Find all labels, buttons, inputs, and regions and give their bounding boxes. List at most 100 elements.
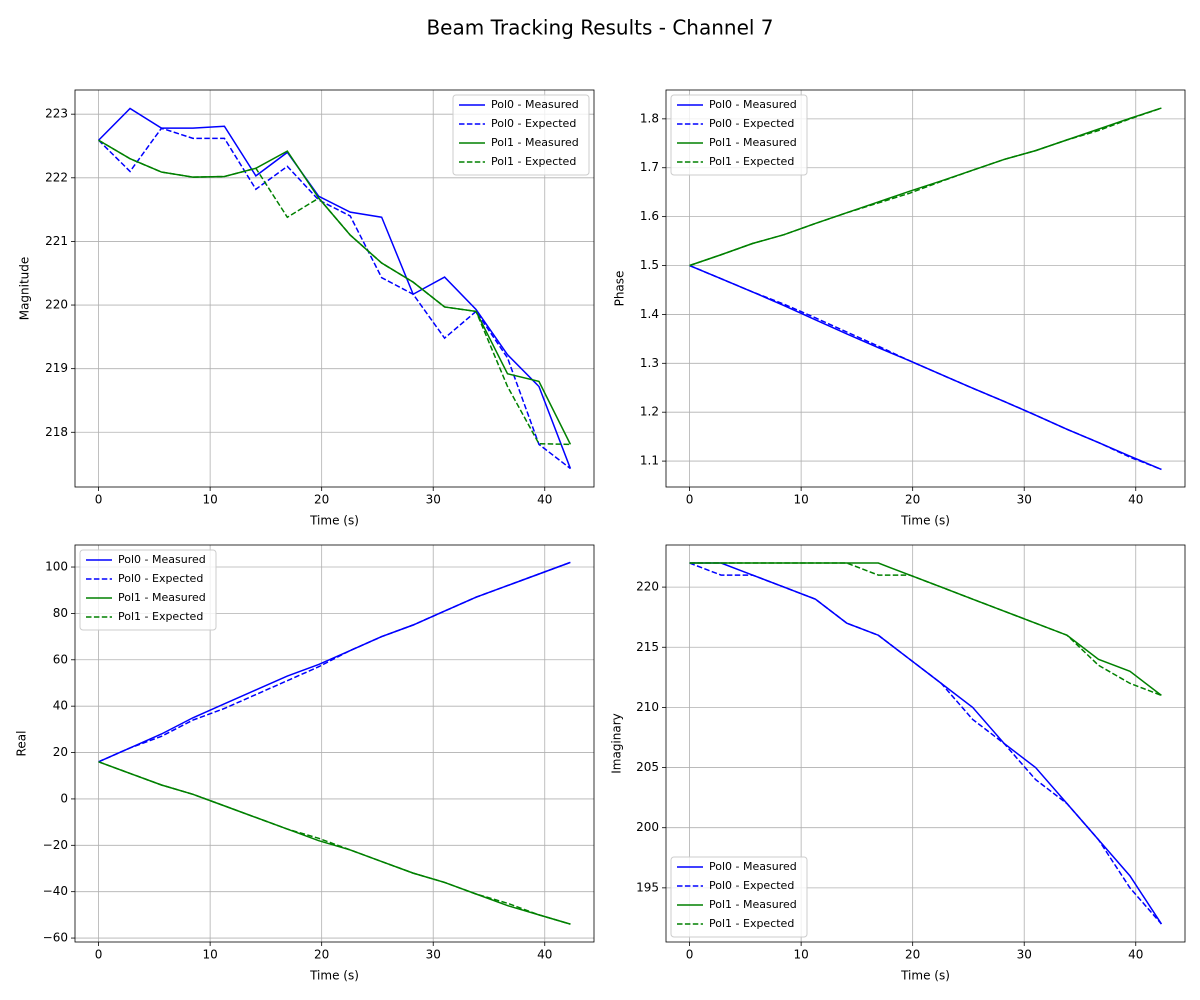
y-tick-label: 0 [60, 791, 68, 805]
x-tick-label: 10 [202, 493, 217, 507]
y-tick-label: 218 [45, 425, 68, 439]
figure-title: Beam Tracking Results - Channel 7 [426, 16, 773, 40]
subplot: 0 10 20 30 40 1.1 1.2 1.3 1.4 1.5 1.6 1.7 1.8 Time (s… [613, 89, 1186, 528]
x-tick-label: 40 [1128, 493, 1143, 507]
legend-label: Pol1 - Expected [709, 155, 794, 168]
legend-label: Pol1 - Measured [491, 136, 579, 149]
x-axis-label: Time (s) [309, 514, 359, 528]
series-line [689, 264, 1162, 471]
y-tick-label: −60 [43, 931, 68, 945]
series-line [689, 562, 1162, 925]
y-tick-label: 1.6 [640, 209, 659, 223]
y-tick-label: 1.2 [640, 405, 659, 419]
legend: Pol0 - Measured Pol0 - Expected Pol1 - Mea… [670, 856, 808, 938]
x-tick-label: 10 [793, 493, 808, 507]
legend-label: Pol1 - Expected [491, 155, 576, 168]
subplot: 0 10 20 30 40 −60 −40 −20 0 20 40 60 80 100 Time (s) Re… [15, 544, 595, 983]
x-tick-label: 0 [686, 493, 694, 507]
axes-frame [665, 89, 1186, 488]
y-tick-label: 1.7 [640, 160, 659, 174]
x-tick-label: 0 [95, 493, 103, 507]
axes-frame [665, 544, 1186, 943]
y-tick-label: 195 [636, 880, 659, 894]
x-tick-label: 10 [793, 948, 808, 962]
y-tick-label: 221 [45, 234, 68, 248]
y-tick-label: 1.4 [640, 307, 659, 321]
y-tick-label: 1.1 [640, 454, 659, 468]
legend-label: Pol0 - Expected [491, 117, 576, 130]
y-axis-label: Phase [613, 271, 627, 307]
x-tick-label: 30 [426, 948, 441, 962]
series-line [98, 139, 571, 446]
y-tick-label: 210 [636, 700, 659, 714]
series-line [98, 107, 572, 469]
y-tick-label: 80 [53, 606, 68, 620]
x-tick-label: 20 [314, 948, 329, 962]
legend-label: Pol0 - Expected [118, 572, 203, 585]
legend-label: Pol0 - Measured [709, 860, 797, 873]
y-tick-label: −20 [43, 838, 68, 852]
x-tick-label: 30 [1017, 493, 1032, 507]
legend-box [79, 549, 217, 631]
x-tick-label: 30 [426, 493, 441, 507]
legend-label: Pol1 - Measured [709, 898, 797, 911]
y-tick-label: 215 [636, 640, 659, 654]
y-tick-label: 1.8 [640, 111, 659, 125]
legend-label: Pol0 - Expected [709, 879, 794, 892]
x-tick-label: 20 [905, 948, 920, 962]
legend: Pol0 - Measured Pol0 - Expected Pol1 - Mea… [670, 94, 808, 176]
y-tick-label: 220 [636, 580, 659, 594]
x-tick-label: 10 [202, 948, 217, 962]
y-axis-label: Magnitude [18, 257, 32, 321]
legend: Pol0 - Measured Pol0 - Expected Pol1 - Mea… [452, 94, 590, 176]
legend-label: Pol1 - Expected [118, 610, 203, 623]
subplot: 0 10 20 30 40 195 200 205 210 215 220 Time (s) Imagi… [610, 544, 1186, 983]
y-tick-label: 220 [45, 298, 68, 312]
x-axis-label: Time (s) [900, 514, 950, 528]
legend-box [670, 94, 808, 176]
y-axis-label: Real [15, 731, 29, 757]
y-tick-label: 100 [45, 560, 68, 574]
y-tick-label: 60 [53, 652, 68, 666]
series-line [98, 127, 571, 470]
x-tick-label: 0 [686, 948, 694, 962]
x-tick-label: 40 [537, 948, 552, 962]
series-line [689, 107, 1162, 267]
axes-frame [74, 89, 595, 488]
series-line [98, 761, 571, 925]
legend-label: Pol1 - Measured [709, 136, 797, 149]
y-tick-label: 1.5 [640, 258, 659, 272]
axes-frame [74, 544, 595, 943]
y-tick-label: −40 [43, 884, 68, 898]
y-axis-label: Imaginary [610, 713, 624, 774]
legend-label: Pol1 - Measured [118, 591, 206, 604]
legend: Pol0 - Measured Pol0 - Expected Pol1 - Mea… [79, 549, 217, 631]
legend-label: Pol0 - Measured [709, 98, 797, 111]
y-tick-label: 223 [45, 107, 68, 121]
legend-label: Pol0 - Measured [118, 553, 206, 566]
subplot: 0 10 20 30 40 218 219 220 221 222 223 Time (s) Magni… [18, 89, 595, 528]
x-tick-label: 40 [1128, 948, 1143, 962]
legend-box [670, 856, 808, 938]
legend-box [452, 94, 590, 176]
series-line [98, 561, 571, 763]
x-tick-label: 40 [537, 493, 552, 507]
x-tick-label: 20 [905, 493, 920, 507]
x-axis-label: Time (s) [900, 969, 950, 983]
y-tick-label: 222 [45, 170, 68, 184]
x-axis-label: Time (s) [309, 969, 359, 983]
y-tick-label: 200 [636, 820, 659, 834]
y-tick-label: 205 [636, 760, 659, 774]
series-line [689, 562, 1162, 697]
y-tick-label: 219 [45, 361, 68, 375]
legend-label: Pol0 - Measured [491, 98, 579, 111]
x-tick-label: 20 [314, 493, 329, 507]
y-tick-label: 40 [53, 699, 68, 713]
x-tick-label: 30 [1017, 948, 1032, 962]
x-tick-label: 0 [95, 948, 103, 962]
legend-label: Pol1 - Expected [709, 917, 794, 930]
legend-label: Pol0 - Expected [709, 117, 794, 130]
y-tick-label: 1.3 [640, 356, 659, 370]
